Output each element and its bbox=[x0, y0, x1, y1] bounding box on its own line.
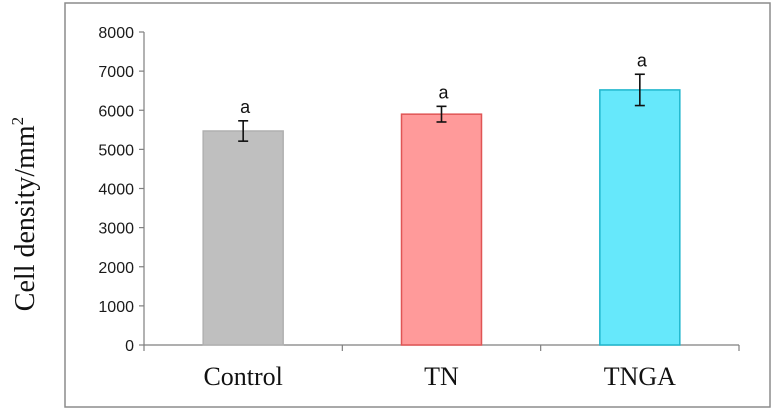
bar-control bbox=[202, 130, 284, 346]
y-tick-label: 2000 bbox=[98, 260, 134, 277]
data-label-tn: a bbox=[438, 82, 449, 102]
error-bar-tnga bbox=[634, 73, 645, 107]
bar-tn bbox=[400, 113, 483, 346]
bars bbox=[202, 89, 681, 346]
x-tick-label-control: Control bbox=[203, 362, 282, 391]
x-axis-labels: Control TN TNGA bbox=[203, 362, 676, 391]
y-tick-label: 0 bbox=[125, 338, 134, 355]
data-label-control: a bbox=[240, 97, 251, 117]
data-label-tnga: a bbox=[637, 50, 648, 70]
y-tick-label: 6000 bbox=[98, 103, 134, 120]
y-tick-label: 5000 bbox=[98, 142, 134, 159]
y-axis-title: Cell density/mm2 bbox=[8, 117, 41, 311]
data-labels: a a a bbox=[240, 50, 648, 117]
y-tick-label: 1000 bbox=[98, 299, 134, 316]
x-tick-label-tnga: TNGA bbox=[604, 362, 676, 391]
y-tick-label: 4000 bbox=[98, 182, 134, 199]
error-bar-control bbox=[238, 120, 249, 142]
bar-tnga bbox=[599, 89, 681, 346]
y-tick-label: 8000 bbox=[98, 25, 134, 42]
y-tick-label: 7000 bbox=[98, 64, 134, 81]
x-tick-label-tn: TN bbox=[424, 362, 459, 391]
y-tick-label: 3000 bbox=[98, 221, 134, 238]
y-axis-title-superscript: 2 bbox=[8, 117, 27, 126]
error-bar-tn bbox=[436, 105, 447, 123]
error-bars bbox=[238, 73, 645, 142]
